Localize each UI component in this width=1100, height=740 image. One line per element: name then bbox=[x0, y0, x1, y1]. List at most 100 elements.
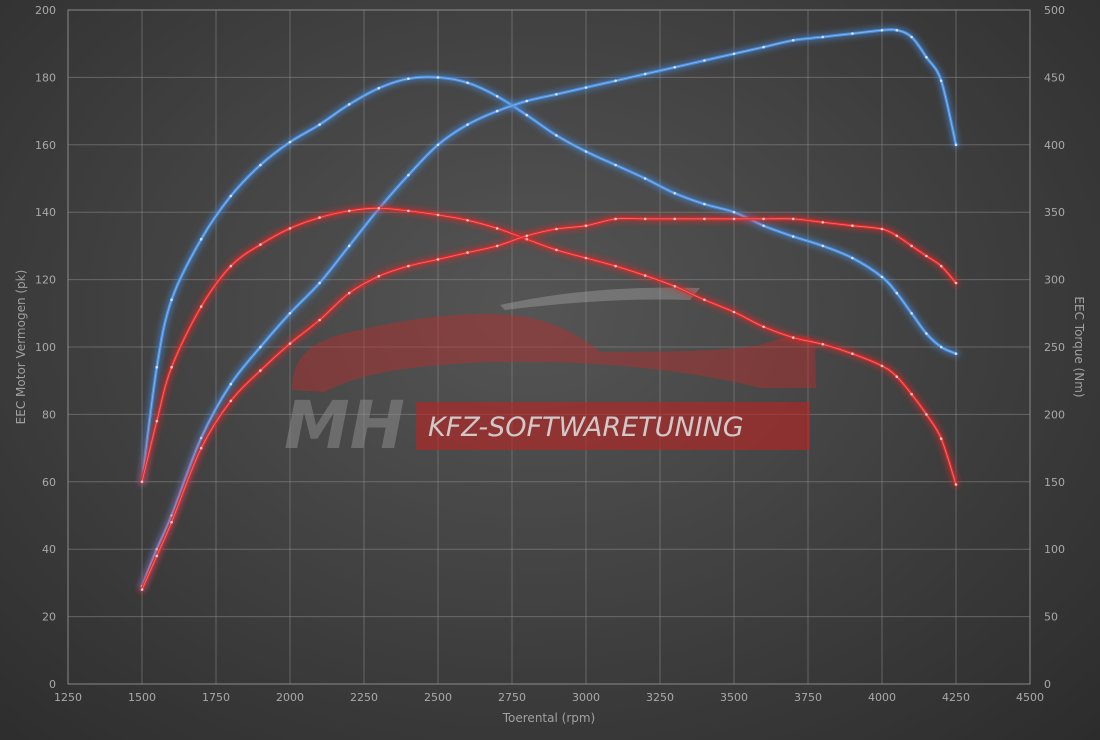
data-point bbox=[673, 66, 677, 69]
x-tick-label: 4500 bbox=[1016, 691, 1044, 704]
data-point bbox=[880, 364, 884, 368]
data-point bbox=[259, 163, 262, 167]
x-tick-label: 2250 bbox=[350, 691, 378, 704]
car-roof-swoosh bbox=[500, 287, 700, 310]
data-point bbox=[170, 365, 173, 369]
data-point bbox=[347, 244, 351, 248]
data-point bbox=[673, 192, 677, 195]
y-right-tick-label: 400 bbox=[1044, 139, 1065, 152]
y-right-tick-label: 0 bbox=[1044, 678, 1051, 691]
data-point bbox=[925, 332, 928, 335]
y-left-tick-label: 140 bbox=[35, 206, 56, 219]
data-point bbox=[895, 375, 899, 379]
data-point bbox=[259, 369, 262, 372]
logo-mh: MH bbox=[284, 387, 405, 464]
data-point bbox=[939, 79, 943, 83]
data-point bbox=[584, 256, 588, 260]
data-point bbox=[762, 45, 765, 49]
logo-text: KFZ-SOFTWARETUNING bbox=[428, 412, 744, 443]
series-power_tuned bbox=[138, 25, 960, 591]
data-point bbox=[555, 248, 558, 252]
data-point bbox=[910, 312, 913, 315]
data-point bbox=[910, 244, 913, 248]
data-point bbox=[584, 86, 588, 89]
data-point bbox=[673, 285, 677, 288]
series-glow bbox=[138, 25, 960, 591]
data-point bbox=[288, 342, 292, 345]
data-point bbox=[880, 28, 884, 32]
data-point bbox=[791, 217, 795, 221]
y-right-tick-label: 250 bbox=[1044, 341, 1065, 354]
data-point bbox=[732, 52, 736, 56]
data-point bbox=[170, 298, 173, 302]
y-left-tick-label: 20 bbox=[42, 611, 56, 624]
y-right-tick-label: 350 bbox=[1044, 206, 1065, 219]
data-point bbox=[259, 243, 262, 246]
data-point bbox=[954, 281, 958, 285]
data-point bbox=[643, 72, 647, 76]
data-point bbox=[466, 123, 469, 126]
data-point bbox=[347, 209, 351, 213]
data-point bbox=[259, 345, 262, 349]
data-point bbox=[288, 312, 292, 315]
data-point bbox=[466, 251, 469, 254]
data-point bbox=[377, 86, 381, 90]
data-point bbox=[407, 264, 410, 268]
data-point bbox=[851, 32, 854, 35]
data-point bbox=[614, 264, 617, 268]
data-point bbox=[555, 93, 558, 96]
data-point bbox=[318, 123, 321, 126]
data-point bbox=[821, 35, 825, 39]
data-point bbox=[555, 227, 558, 231]
data-point bbox=[851, 352, 854, 356]
logo-band bbox=[416, 402, 810, 450]
y-right-tick-label: 50 bbox=[1044, 611, 1058, 624]
data-point bbox=[851, 256, 854, 260]
y-left-tick-label: 40 bbox=[42, 543, 56, 556]
y-left-tick-label: 100 bbox=[35, 341, 56, 354]
y-right-tick-label: 500 bbox=[1044, 4, 1065, 17]
data-point bbox=[895, 291, 899, 295]
data-point bbox=[199, 237, 203, 241]
y-axis-left-title: EEC Motor Vermogen (pk) bbox=[14, 270, 28, 425]
data-point bbox=[703, 202, 706, 206]
data-point bbox=[525, 113, 529, 117]
data-point bbox=[288, 140, 292, 144]
data-point bbox=[910, 392, 913, 396]
data-point bbox=[614, 217, 617, 221]
y-left-tick-label: 120 bbox=[35, 274, 56, 287]
series-highlight bbox=[141, 29, 957, 587]
data-point bbox=[436, 143, 440, 147]
watermark-logo: MH KFZ-SOFTWARETUNING bbox=[284, 287, 816, 464]
data-point bbox=[229, 264, 233, 268]
data-point bbox=[140, 480, 144, 484]
data-point bbox=[466, 219, 469, 222]
data-point bbox=[851, 224, 854, 227]
y-right-tick-label: 150 bbox=[1044, 476, 1065, 489]
x-tick-label: 2500 bbox=[424, 691, 452, 704]
data-point bbox=[791, 336, 795, 339]
data-point bbox=[199, 446, 203, 450]
data-point bbox=[377, 274, 381, 278]
series-highlight bbox=[141, 76, 957, 482]
data-point bbox=[155, 554, 159, 558]
x-tick-label: 4000 bbox=[868, 691, 896, 704]
data-point bbox=[732, 310, 736, 314]
y-axis-right-title: EEC Torque (Nm) bbox=[1072, 296, 1086, 397]
data-point bbox=[466, 81, 469, 85]
data-point bbox=[614, 79, 617, 83]
data-point bbox=[229, 194, 233, 198]
series-torque_stock bbox=[138, 204, 960, 489]
data-point bbox=[407, 77, 410, 80]
data-point bbox=[436, 258, 440, 261]
y-right-tick-label: 450 bbox=[1044, 71, 1065, 84]
x-tick-label: 2750 bbox=[498, 691, 526, 704]
data-point bbox=[155, 419, 159, 423]
data-point bbox=[939, 345, 943, 349]
data-point bbox=[762, 217, 765, 221]
y-left-tick-label: 60 bbox=[42, 476, 56, 489]
data-point bbox=[495, 244, 499, 248]
data-point bbox=[762, 224, 765, 227]
data-point bbox=[318, 281, 321, 285]
data-point bbox=[495, 109, 499, 113]
